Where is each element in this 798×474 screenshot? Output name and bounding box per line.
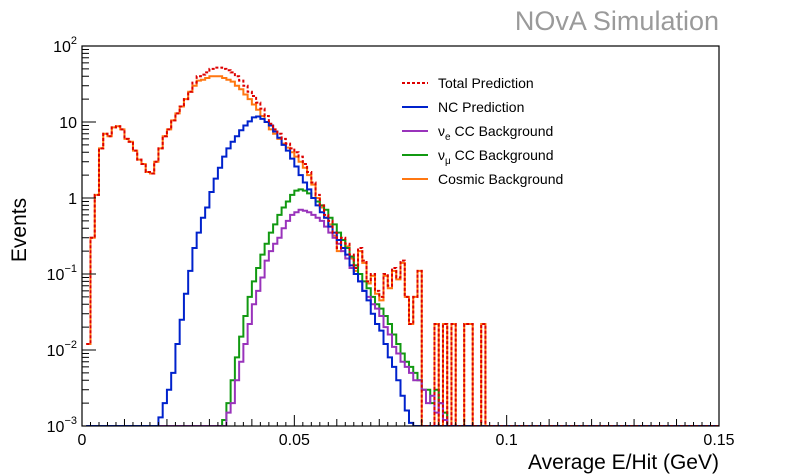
y-tick-label: 102 — [53, 35, 77, 56]
x-tick-label: 0.1 — [496, 432, 518, 449]
series-line-4 — [86, 75, 719, 426]
plot-frame — [81, 45, 720, 427]
y-axis-title: Events — [8, 198, 31, 262]
series-line-0 — [86, 66, 719, 426]
simulation-watermark: NOvA Simulation — [514, 6, 719, 36]
legend-label: Cosmic Background — [438, 171, 563, 187]
y-tick-label: 1 — [68, 191, 77, 208]
y-tick-label: 10−2 — [47, 339, 77, 360]
legend-label: νμ CC Background — [438, 147, 553, 167]
y-tick-label: 10−1 — [47, 263, 77, 284]
series-line-2 — [86, 208, 719, 426]
axis-ticks: 0 0.05 0.1 0.15 10−3 10−2 10−1 1 10 102 — [47, 35, 735, 449]
series-line-3 — [86, 188, 719, 426]
y-tick-label: 10−3 — [47, 415, 77, 436]
legend-label: νe CC Background — [438, 123, 553, 143]
x-tick-label: 0.05 — [279, 432, 310, 449]
legend: Total Prediction NC Prediction νe CC Backg… — [402, 75, 563, 187]
x-tick-label: 0 — [78, 432, 87, 449]
x-axis-title: Average E/Hit (GeV) — [528, 451, 719, 474]
series-line-1 — [86, 115, 719, 426]
series-layer — [86, 66, 719, 426]
legend-label: Total Prediction — [438, 75, 534, 91]
legend-label: NC Prediction — [438, 99, 524, 115]
y-tick-label: 10 — [59, 115, 77, 132]
x-tick-label: 0.15 — [703, 432, 734, 449]
